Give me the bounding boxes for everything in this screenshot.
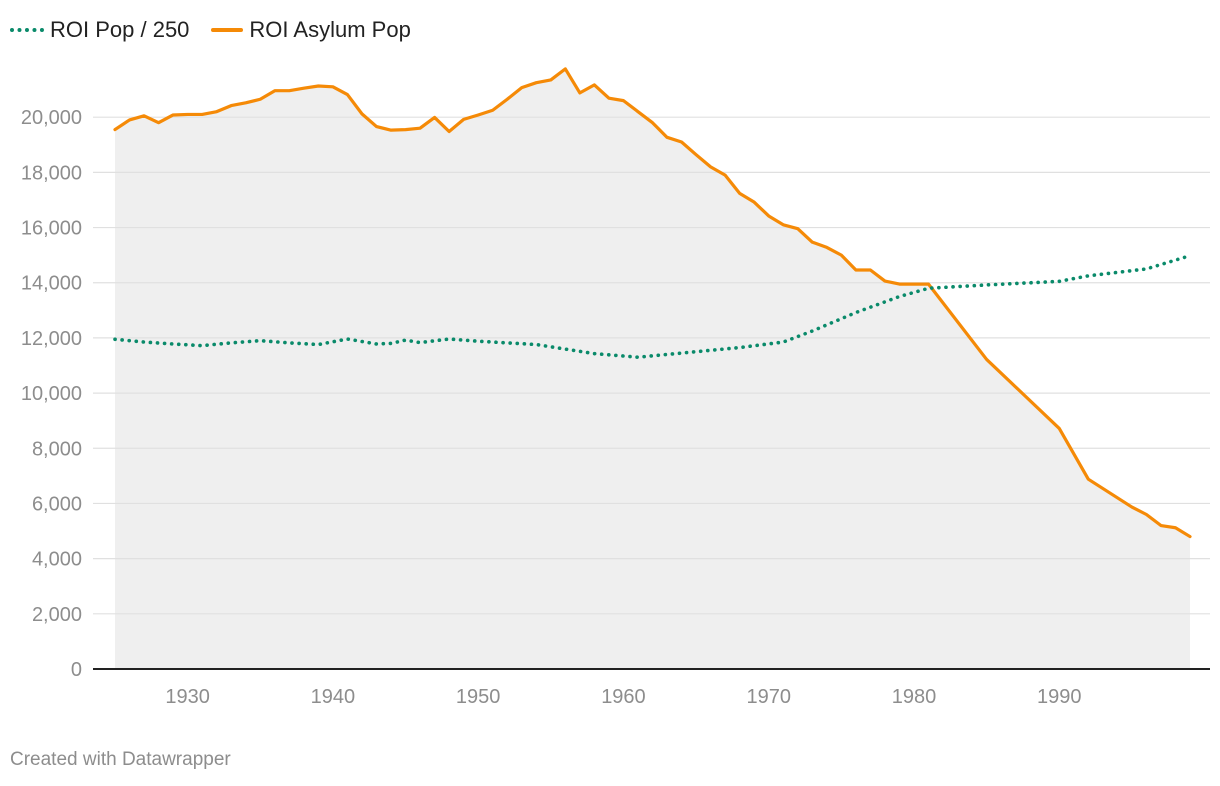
y-tick-label-8: 16,000 (21, 218, 82, 240)
y-tick-label-0: 0 (71, 659, 82, 681)
area-fill-series-1 (115, 68, 1190, 670)
x-tick-label-2: 1950 (456, 686, 501, 708)
x-tick-label-6: 1990 (1037, 686, 1082, 708)
series-lines (113, 67, 1192, 539)
y-tick-label-9: 18,000 (21, 162, 82, 184)
legend-item-roi-pop: ROI Pop / 250 (10, 17, 189, 43)
y-tick-label-4: 8,000 (32, 438, 82, 460)
x-tick-label-3: 1960 (601, 686, 646, 708)
area-fill-layer (115, 68, 1190, 670)
footer-credit: Created with Datawrapper (10, 749, 231, 770)
y-tick-label-2: 4,000 (32, 549, 82, 571)
y-axis-tick-labels: 0 2,000 4,000 6,000 8,000 10,000 12,000 14,000 1… (21, 107, 82, 681)
legend-label-asylum-pop: ROI Asylum Pop (249, 17, 411, 42)
legend-swatch-solid-line (211, 28, 244, 32)
y-tick-label-7: 14,000 (21, 273, 82, 295)
y-tick-label-5: 10,000 (21, 383, 82, 405)
legend-item-asylum-pop: ROI Asylum Pop (211, 17, 411, 43)
legend-label-roi-pop: ROI Pop / 250 (50, 17, 190, 42)
chart-legend: ROI Pop / 250 ROI Asylum Pop (10, 14, 411, 46)
y-tick-label-10: 20,000 (21, 107, 82, 129)
x-tick-label-4: 1970 (746, 686, 791, 708)
legend-swatch-dotted-line (10, 28, 44, 32)
y-tick-label-1: 2,000 (32, 604, 82, 626)
y-tick-label-3: 6,000 (32, 493, 82, 515)
x-axis-tick-labels: 1930 1940 1950 1960 1970 1980 1990 (165, 686, 1081, 708)
x-tick-label-5: 1980 (892, 686, 937, 708)
x-tick-label-0: 1930 (165, 686, 210, 708)
series-line-0 (113, 253, 1192, 360)
x-tick-label-1: 1940 (311, 686, 356, 708)
series-line-1 (113, 67, 1192, 539)
y-tick-label-6: 12,000 (21, 328, 82, 350)
